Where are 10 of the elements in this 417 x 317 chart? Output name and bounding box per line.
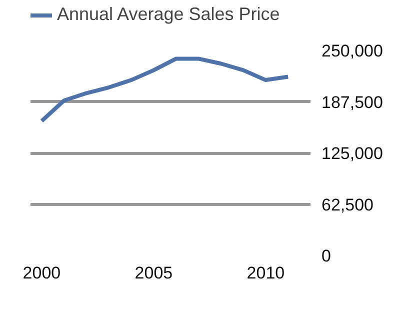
y-tick-label: 125,000 (322, 144, 383, 163)
y-tick-label: 187,500 (322, 92, 383, 112)
line-series (40, 56, 290, 124)
x-tick-label: 2000 (22, 264, 61, 282)
x-tick-label: 2010 (246, 264, 285, 282)
y-tick-label: 250,000 (322, 42, 383, 60)
y-tick-label: 0 (322, 246, 331, 266)
legend-label: Annual Average Sales Price (57, 4, 280, 25)
x-tick-label: 2005 (134, 264, 173, 282)
y-tick-label: 62,500 (322, 195, 374, 214)
